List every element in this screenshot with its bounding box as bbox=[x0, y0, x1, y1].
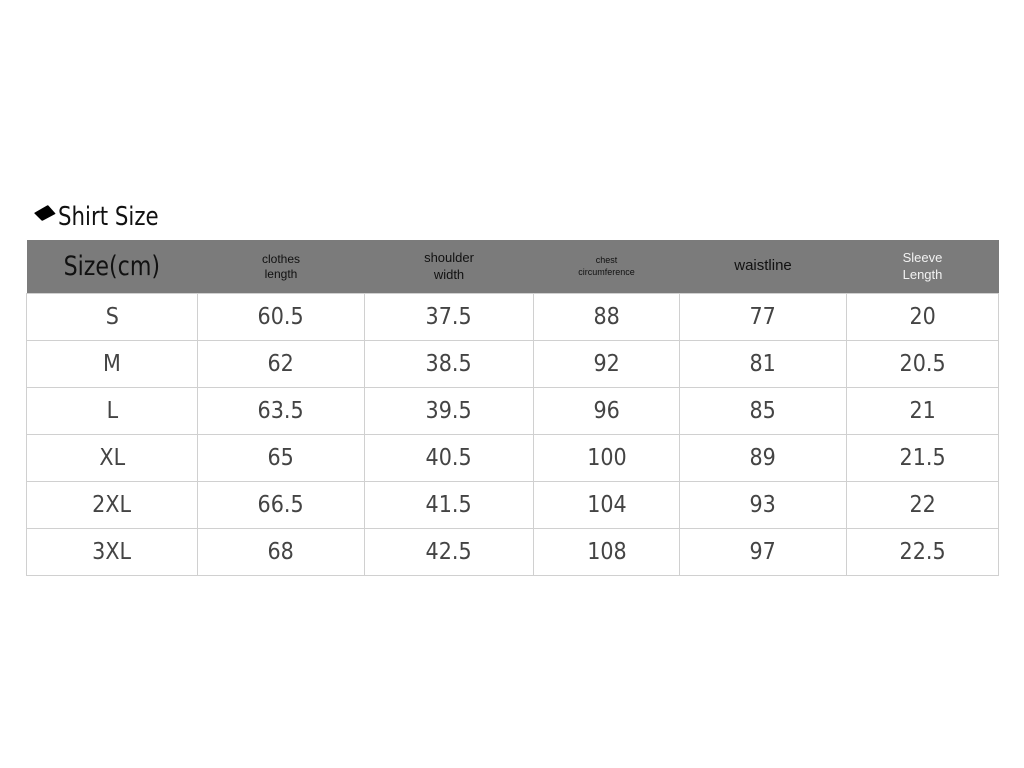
table-cell: 20.5 bbox=[846, 340, 999, 388]
table-cell: 77 bbox=[679, 293, 847, 341]
table-cell: 68 bbox=[197, 528, 365, 576]
table-cell: 81 bbox=[679, 340, 847, 388]
table-cell: 20 bbox=[846, 293, 999, 341]
table-cell: 100 bbox=[533, 434, 680, 482]
table-cell: 22.5 bbox=[846, 528, 999, 576]
cell-value: 108 bbox=[586, 539, 627, 565]
table-cell: 2XL bbox=[26, 481, 198, 529]
cell-value: 100 bbox=[586, 445, 627, 471]
diamond-bullet-icon bbox=[31, 205, 59, 221]
table-cell: 21 bbox=[846, 387, 999, 435]
cell-value: 22.5 bbox=[899, 539, 946, 565]
table-cell: 22 bbox=[846, 481, 999, 529]
cell-value: 96 bbox=[593, 398, 620, 424]
table-cell: 21.5 bbox=[846, 434, 999, 482]
table-cell: 37.5 bbox=[364, 293, 534, 341]
header-waistline: waistline bbox=[679, 240, 847, 294]
cell-value: 3XL bbox=[92, 539, 132, 565]
cell-value: 20.5 bbox=[899, 351, 946, 377]
cell-value: 97 bbox=[749, 539, 777, 565]
table-cell: 41.5 bbox=[364, 481, 534, 529]
size-table: Size(cm) clothes length shoulder width che… bbox=[26, 240, 999, 576]
table-cell: 3XL bbox=[26, 528, 198, 576]
table-row: 2XL 66.5 41.5 104 93 22 bbox=[26, 481, 999, 529]
header-sleeve-length: Sleeve Length bbox=[846, 240, 999, 294]
header-size: Size(cm) bbox=[26, 240, 198, 294]
table-row: M 62 38.5 92 81 20.5 bbox=[26, 340, 999, 388]
cell-value: 66.5 bbox=[257, 492, 305, 518]
cell-value: 63.5 bbox=[257, 398, 305, 424]
cell-value: 93 bbox=[749, 492, 777, 518]
table-cell: L bbox=[26, 387, 198, 435]
cell-value: 77 bbox=[749, 304, 777, 330]
cell-value: M bbox=[103, 351, 121, 377]
cell-value: XL bbox=[99, 445, 125, 471]
table-cell: 63.5 bbox=[197, 387, 365, 435]
cell-value: 42.5 bbox=[425, 539, 473, 565]
cell-value: 89 bbox=[749, 445, 777, 471]
cell-value: 81 bbox=[749, 351, 777, 377]
table-cell: 39.5 bbox=[364, 387, 534, 435]
cell-value: 37.5 bbox=[425, 304, 473, 330]
cell-value: 2XL bbox=[92, 492, 132, 518]
table-cell: 60.5 bbox=[197, 293, 365, 341]
header-clothes-length: clothes length bbox=[197, 240, 365, 294]
table-cell: S bbox=[26, 293, 198, 341]
table-cell: 38.5 bbox=[364, 340, 534, 388]
table-cell: 92 bbox=[533, 340, 680, 388]
cell-value: 104 bbox=[586, 492, 627, 518]
cell-value: 68 bbox=[267, 539, 295, 565]
table-row: L 63.5 39.5 96 85 21 bbox=[26, 387, 999, 435]
table-cell: 66.5 bbox=[197, 481, 365, 529]
section-title: Shirt Size bbox=[34, 200, 181, 234]
title-text: Shirt Size bbox=[58, 202, 159, 232]
table-row: XL 65 40.5 100 89 21.5 bbox=[26, 434, 999, 482]
cell-value: 65 bbox=[267, 445, 295, 471]
table-cell: 40.5 bbox=[364, 434, 534, 482]
table-cell: 96 bbox=[533, 387, 680, 435]
table-cell: 104 bbox=[533, 481, 680, 529]
table-cell: 65 bbox=[197, 434, 365, 482]
cell-value: 20 bbox=[909, 304, 936, 330]
table-cell: XL bbox=[26, 434, 198, 482]
table-cell: 89 bbox=[679, 434, 847, 482]
cell-value: 88 bbox=[593, 304, 620, 330]
cell-value: 22 bbox=[909, 492, 936, 518]
header-row: Size(cm) clothes length shoulder width che… bbox=[26, 240, 999, 294]
table-cell: 97 bbox=[679, 528, 847, 576]
table-row: 3XL 68 42.5 108 97 22.5 bbox=[26, 528, 999, 576]
cell-value: 60.5 bbox=[257, 304, 305, 330]
table-cell: 42.5 bbox=[364, 528, 534, 576]
table-cell: 62 bbox=[197, 340, 365, 388]
header-chest-circumference: chest circumference bbox=[533, 240, 680, 294]
cell-value: S bbox=[105, 304, 119, 330]
cell-value: 62 bbox=[267, 351, 295, 377]
cell-value: 39.5 bbox=[425, 398, 473, 424]
table-cell: 88 bbox=[533, 293, 680, 341]
cell-value: L bbox=[106, 398, 118, 424]
cell-value: 85 bbox=[749, 398, 777, 424]
table-cell: 85 bbox=[679, 387, 847, 435]
cell-value: 21.5 bbox=[899, 445, 946, 471]
cell-value: 38.5 bbox=[425, 351, 473, 377]
table-cell: M bbox=[26, 340, 198, 388]
table-cell: 93 bbox=[679, 481, 847, 529]
cell-value: 21 bbox=[909, 398, 936, 424]
cell-value: 92 bbox=[593, 351, 620, 377]
header-shoulder-width: shoulder width bbox=[364, 240, 534, 294]
cell-value: 41.5 bbox=[425, 492, 473, 518]
table-row: S 60.5 37.5 88 77 20 bbox=[26, 293, 999, 341]
table-cell: 108 bbox=[533, 528, 680, 576]
cell-value: 40.5 bbox=[425, 445, 473, 471]
